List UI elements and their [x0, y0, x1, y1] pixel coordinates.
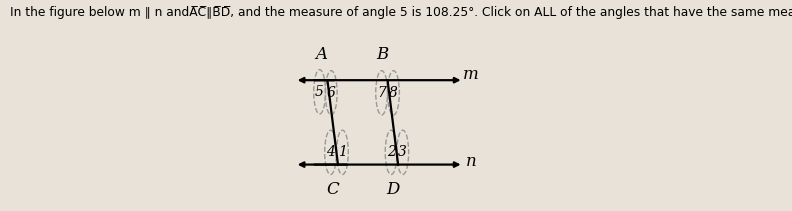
Text: 1: 1: [338, 145, 347, 159]
Text: D: D: [386, 181, 399, 198]
Text: In the figure below m ∥ n andA̅C̅∥B̅D̅, and the measure of angle 5 is 108.25°. C: In the figure below m ∥ n andA̅C̅∥B̅D̅, …: [10, 6, 792, 19]
Text: A: A: [315, 46, 327, 63]
Text: m: m: [463, 66, 479, 83]
Text: 2: 2: [386, 145, 395, 159]
Text: 4: 4: [326, 145, 335, 159]
Text: 3: 3: [398, 145, 407, 159]
Text: n: n: [466, 153, 476, 170]
Text: B: B: [376, 46, 388, 63]
Text: 6: 6: [327, 86, 336, 100]
Text: 5: 5: [315, 85, 324, 99]
Text: 8: 8: [389, 86, 398, 100]
Text: 7: 7: [377, 86, 386, 100]
Text: C: C: [326, 181, 339, 198]
